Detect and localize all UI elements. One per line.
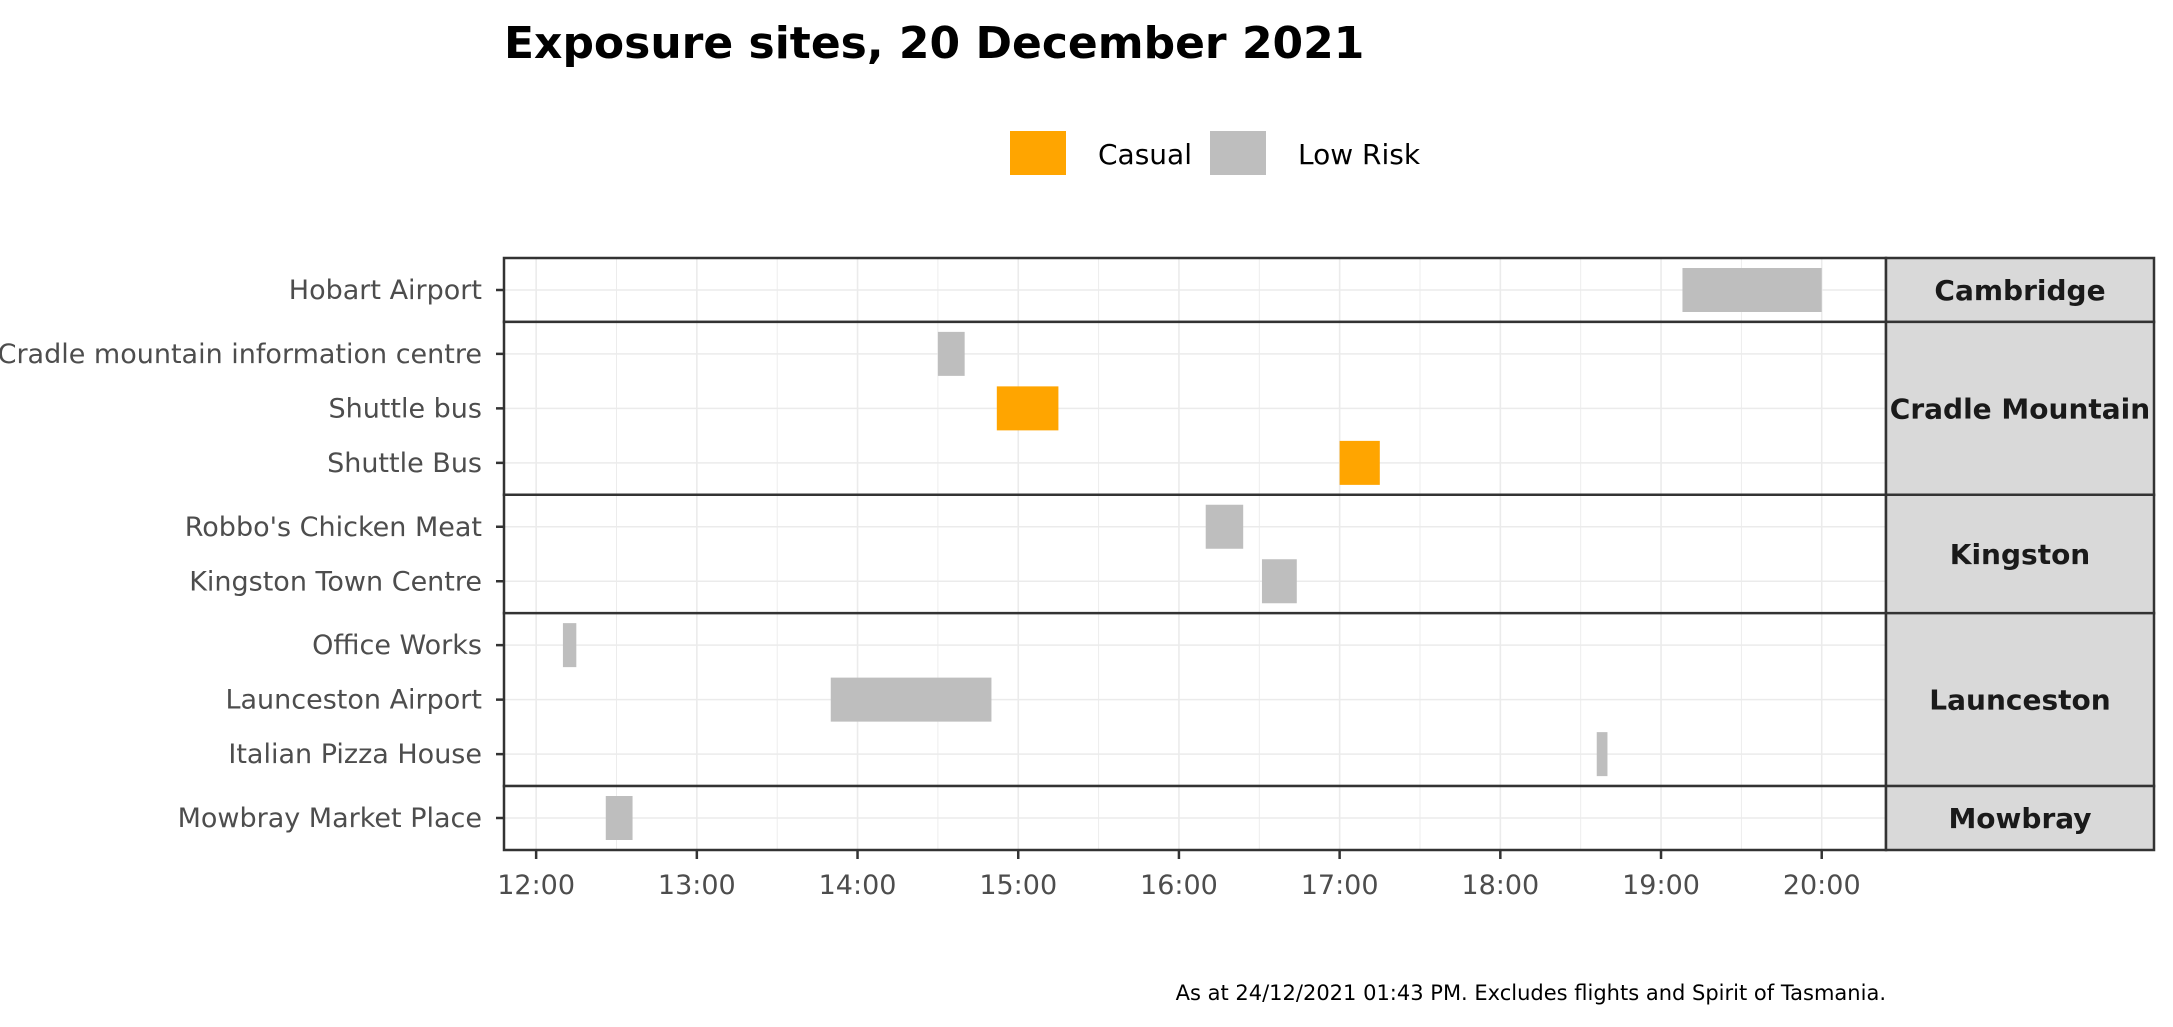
bar-office-works: [562, 623, 577, 668]
facet-cambridge: Hobart Airport Cambridge: [289, 256, 2156, 324]
y-tick-label: Kingston Town Centre: [189, 566, 482, 597]
y-tick-label: Office Works: [312, 630, 482, 661]
legend-key-low-risk: [1210, 131, 1266, 175]
strip-cradle-mountain: [1884, 320, 2156, 497]
facet-kingston: Robbo's Chicken Meat Kingston Town Centre…: [185, 493, 2156, 615]
y-tick-label: Shuttle Bus: [327, 448, 482, 479]
strip-launceston: [1884, 611, 2156, 788]
y-tick-label: Robbo's Chicken Meat: [185, 512, 482, 543]
facet-launceston: Office Works Launceston Airport Italian Pi…: [225, 611, 2156, 788]
x-tick-label: 15:00: [979, 870, 1057, 901]
bar-italian-pizza-house: [1596, 732, 1608, 777]
chart-caption: As at 24/12/2021 01:43 PM. Excludes flig…: [1176, 981, 1886, 1005]
strip-label-cradle-mountain: Cradle Mountain: [1890, 392, 2150, 425]
y-tick-label: Hobart Airport: [289, 275, 482, 306]
x-tick-label: 13:00: [658, 870, 736, 901]
legend: Casual Low Risk: [1010, 131, 1421, 175]
facet-mowbray: Mowbray Market Place Mowbray: [178, 784, 2156, 852]
strip-label-cambridge: Cambridge: [1934, 274, 2105, 307]
strip-cambridge: [1884, 256, 2156, 324]
bar-shuttle-bus: [1339, 440, 1380, 485]
y-tick-label: Mowbray Market Place: [178, 803, 482, 834]
plot-area: Hobart Airport Cambridge Cradle mountain i…: [0, 256, 2156, 852]
y-tick-label: Shuttle bus: [328, 393, 482, 424]
y-tick-label: Launceston Airport: [225, 685, 482, 716]
x-tick-label: 14:00: [819, 870, 897, 901]
x-tick-label: 20:00: [1783, 870, 1861, 901]
bar-mowbray-market-place: [605, 796, 633, 840]
x-tick-label: 19:00: [1622, 870, 1700, 901]
strip-kingston: [1884, 493, 2156, 615]
bar-robbo-s-chicken-meat: [1205, 504, 1244, 549]
bar-hobart-airport: [1682, 268, 1822, 312]
legend-label-low-risk: Low Risk: [1298, 138, 1421, 171]
y-tick-label: Cradle mountain information centre: [0, 339, 482, 370]
bar-shuttle-bus: [996, 386, 1059, 431]
y-tick-label: Italian Pizza House: [228, 739, 482, 770]
strip-mowbray: [1884, 784, 2156, 852]
x-tick-label: 16:00: [1140, 870, 1218, 901]
bar-kingston-town-centre: [1261, 559, 1297, 604]
x-tick-label: 18:00: [1461, 870, 1539, 901]
facet-cradle-mountain: Cradle mountain information centre Shuttl…: [0, 320, 2156, 497]
strip-label-mowbray: Mowbray: [1948, 802, 2091, 835]
panel-background: [504, 494, 1886, 614]
bar-cradle-mountain-information-centre: [937, 331, 965, 376]
strip-label-launceston: Launceston: [1929, 684, 2110, 717]
x-axis: 12:00 13:00 14:00 15:00 16:00 17:00 18:00 19:00…: [497, 850, 1861, 901]
x-tick-label: 12:00: [497, 870, 575, 901]
strip-label-kingston: Kingston: [1950, 538, 2091, 571]
legend-key-casual: [1010, 131, 1066, 175]
x-tick-label: 17:00: [1301, 870, 1379, 901]
chart-title: Exposure sites, 20 December 2021: [504, 18, 1364, 69]
bar-launceston-airport: [830, 677, 992, 722]
legend-label-casual: Casual: [1098, 138, 1192, 171]
